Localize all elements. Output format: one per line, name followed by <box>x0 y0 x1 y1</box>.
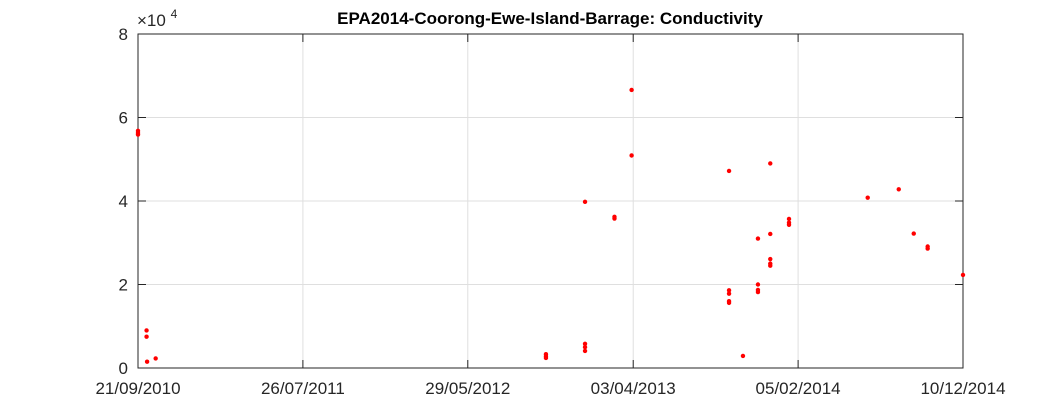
data-point <box>925 246 930 251</box>
x-tick-label: 26/07/2011 <box>261 379 345 398</box>
data-point <box>786 216 792 222</box>
x-tick-label: 29/05/2012 <box>425 379 510 398</box>
data-point <box>768 161 773 166</box>
y-tick-label: 8 <box>119 25 128 44</box>
data-point <box>153 356 158 361</box>
y-tick-label: 2 <box>119 276 128 295</box>
x-tick-label: 03/04/2013 <box>591 379 676 398</box>
data-point <box>865 195 870 200</box>
data-point <box>726 291 732 296</box>
data-point <box>896 187 901 192</box>
data-point <box>768 263 773 268</box>
y-tick-label: 0 <box>119 359 128 378</box>
data-point <box>755 289 761 295</box>
data-point <box>768 231 773 237</box>
data-point <box>726 288 732 293</box>
x-axis-ticks: 21/09/2010 26/07/2011 29/05/2012 03/04/2013… <box>95 34 1006 398</box>
data-point <box>582 199 588 205</box>
y-tick-label: 4 <box>119 192 128 211</box>
x-tick-label: 10/12/2014 <box>920 379 1005 398</box>
data-point <box>960 272 966 278</box>
y-axis-ticks: 0 2 4 6 8 <box>119 25 963 378</box>
data-point <box>629 87 634 93</box>
data-point <box>582 344 588 350</box>
data-point <box>629 153 634 158</box>
x-tick-label: 21/09/2010 <box>95 379 180 398</box>
data-point <box>786 222 792 227</box>
data-point <box>582 341 588 346</box>
data-point <box>755 282 761 287</box>
y-exponent-base: ×10 <box>137 11 166 30</box>
data-point <box>543 355 549 361</box>
data-point <box>755 236 761 241</box>
data-point <box>740 353 746 359</box>
y-tick-label: 6 <box>119 109 128 128</box>
x-tick-label: 05/02/2014 <box>756 379 841 398</box>
data-point <box>726 168 732 174</box>
data-point <box>144 328 149 333</box>
data-point <box>144 359 150 364</box>
data-point <box>911 231 916 236</box>
data-point <box>135 132 141 137</box>
data-point <box>768 256 773 262</box>
chart-title: EPA2014-Coorong-Ewe-Island-Barrage: Cond… <box>337 9 763 28</box>
y-exponent-power: 4 <box>171 7 178 21</box>
data-point <box>612 216 617 221</box>
data-points <box>135 87 966 364</box>
data-point <box>582 348 588 354</box>
data-point <box>144 334 149 339</box>
y-exponent-label: ×10 4 <box>137 7 178 30</box>
data-point <box>726 300 732 306</box>
